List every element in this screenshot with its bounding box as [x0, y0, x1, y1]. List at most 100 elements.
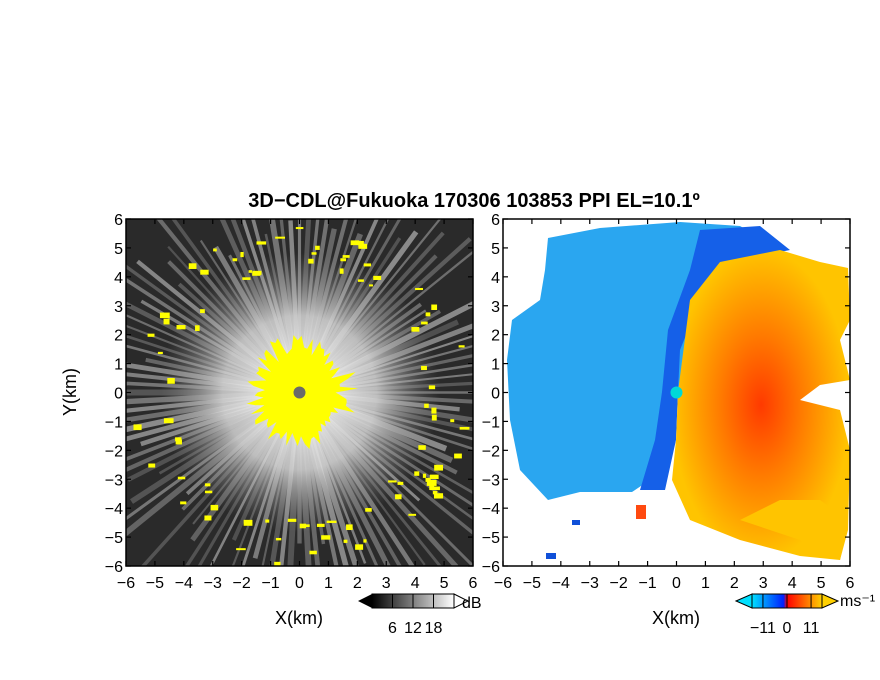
x-tick-label: −6: [117, 575, 135, 592]
edge-speckle: [434, 464, 444, 471]
velocity-southeast-fringe: [740, 500, 848, 560]
edge-speckle: [425, 477, 431, 482]
edge-speckle: [454, 453, 462, 459]
y-tick-label: −2: [482, 443, 500, 460]
x-tick-label: 3: [382, 575, 391, 592]
edge-speckle: [411, 326, 420, 332]
velocity-colorbar: −11 0 11 ms⁻¹: [734, 593, 875, 637]
edge-speckle: [204, 515, 212, 521]
edge-speckle: [180, 501, 187, 505]
colorbar-tick-label: 18: [425, 620, 443, 637]
edge-speckle: [397, 481, 404, 485]
y-tick-label: 6: [491, 212, 500, 229]
snr-colorbar: 6 12 18 dB: [358, 593, 482, 637]
y-tick-label: −1: [482, 414, 500, 431]
edge-speckle: [326, 520, 337, 523]
edge-speckle: [340, 258, 347, 262]
edge-speckle: [418, 445, 426, 450]
edge-speckle: [365, 508, 372, 512]
edge-speckle: [163, 418, 174, 424]
x-tick-label: −6: [494, 575, 512, 592]
y-tick-label: −2: [105, 443, 123, 460]
y-tick-label: 1: [491, 357, 500, 374]
x-tick-label: −5: [523, 575, 541, 592]
edge-speckle: [242, 277, 251, 280]
velocity-panel: −6 −5 −4 −3 −2 −1 0 1 2 3 4 5 6 −6 −5 −4 −3 −2 −1 0 1 2 3 4 5 6 X…: [482, 212, 855, 628]
x-tick-label: 3: [759, 575, 768, 592]
edge-speckle: [430, 486, 440, 491]
edge-speckle: [429, 474, 439, 480]
y-tick-label: 5: [491, 241, 500, 258]
edge-speckle: [395, 494, 402, 500]
x-tick-label: −4: [175, 575, 193, 592]
y-tick-label: 4: [491, 270, 500, 287]
edge-speckle: [275, 537, 282, 541]
x-tick-label: 0: [672, 575, 681, 592]
colorbar-tick-label: 6: [388, 620, 397, 637]
edge-speckle: [350, 240, 360, 246]
y-tick-label: −4: [482, 501, 500, 518]
edge-speckle: [308, 258, 314, 264]
edge-speckle: [346, 524, 353, 531]
edge-speckle: [176, 325, 186, 330]
edge-speckle: [204, 490, 213, 494]
x-tick-label: −4: [552, 575, 570, 592]
edge-speckle: [425, 312, 431, 317]
velocity-outlier-south: [546, 553, 556, 559]
edge-speckle: [426, 479, 437, 486]
edge-speckle: [422, 473, 427, 478]
edge-speckle: [343, 539, 348, 543]
edge-speckle: [321, 535, 331, 540]
edge-speckle: [240, 251, 244, 258]
y-tick-label: −4: [105, 501, 123, 518]
velocity-radar-site: [670, 386, 683, 399]
edge-speckle: [415, 287, 423, 291]
x-tick-label: 6: [846, 575, 855, 592]
edge-speckle: [339, 268, 344, 274]
velocity-outlier-southwest: [572, 520, 580, 525]
edge-speckle: [274, 561, 281, 566]
edge-speckle: [157, 351, 163, 355]
y-tick-label: −6: [482, 559, 500, 576]
y-tick-label: 5: [114, 241, 123, 258]
edge-speckle: [311, 252, 317, 255]
edge-speckle: [315, 245, 320, 250]
edge-speckle: [414, 471, 420, 476]
y-tick-label: −3: [482, 472, 500, 489]
x-tick-label: 2: [730, 575, 739, 592]
edge-speckle: [421, 365, 427, 371]
edge-speckle: [148, 463, 156, 468]
x-tick-label: −2: [233, 575, 251, 592]
edge-speckle: [424, 403, 429, 408]
edge-speckle: [200, 269, 209, 275]
x-tick-label: 5: [817, 575, 826, 592]
edge-speckle: [316, 523, 325, 527]
edge-speckle: [248, 270, 253, 273]
y-tick-label: −6: [105, 559, 123, 576]
edge-speckle: [287, 518, 297, 522]
edge-speckle: [163, 318, 170, 325]
edge-speckle: [177, 476, 186, 480]
edge-speckle: [363, 539, 367, 543]
edge-speckle: [363, 263, 372, 267]
edge-speckle: [342, 255, 350, 258]
edge-speckle: [309, 550, 317, 555]
x-tick-label: 1: [701, 575, 710, 592]
edge-speckle: [265, 519, 270, 523]
edge-speckle: [188, 263, 197, 269]
radar-site-marker: [293, 386, 306, 399]
edge-speckle: [256, 241, 267, 245]
edge-speckle: [252, 271, 261, 276]
edge-speckle: [243, 519, 253, 526]
edge-speckle: [204, 483, 211, 487]
edge-speckle: [167, 378, 175, 384]
y-tick-label: 4: [114, 270, 123, 287]
velocity-colorbar-unit: ms⁻¹: [840, 593, 875, 610]
colorbar-tick-label: 12: [404, 620, 422, 637]
edge-speckle: [408, 513, 417, 516]
edge-speckle: [200, 309, 205, 314]
y-tick-label: −5: [482, 530, 500, 547]
edge-speckle: [175, 437, 182, 441]
x-tick-label: 6: [469, 575, 478, 592]
edge-speckle: [175, 439, 182, 445]
